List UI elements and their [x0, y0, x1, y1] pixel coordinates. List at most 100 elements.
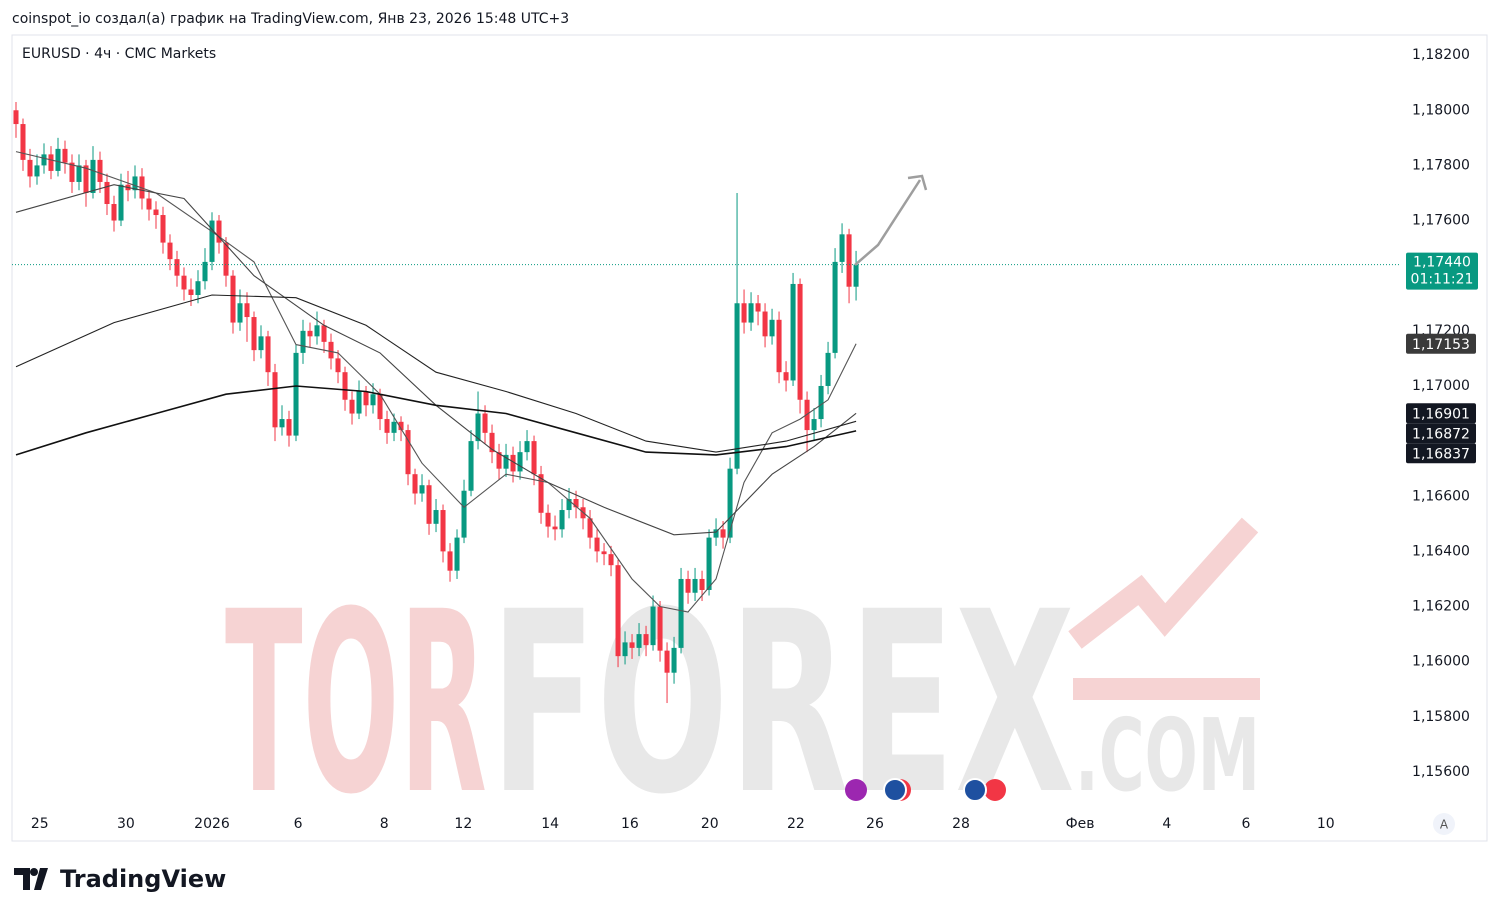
candle-body: [167, 242, 173, 260]
candle-body: [524, 441, 530, 453]
candle-body: [496, 452, 502, 469]
x-tick-label: 10: [1317, 816, 1335, 832]
candle-body: [706, 537, 712, 590]
candle-body: [209, 220, 215, 262]
candle-body: [405, 430, 411, 475]
candle-body: [314, 325, 320, 337]
x-tick-label: 4: [1162, 816, 1171, 832]
candle-body: [447, 551, 453, 571]
logo-dot: [30, 868, 38, 876]
candle-body: [342, 372, 348, 400]
candle-body: [454, 537, 460, 571]
candle-body: [461, 490, 467, 538]
symbol-title: EURUSD · 4ч · CMC Markets: [22, 46, 216, 62]
candle-body: [251, 317, 257, 351]
candle-body: [608, 554, 614, 566]
x-tick-label: 6: [1242, 816, 1251, 832]
candle-body: [769, 319, 775, 337]
candle-body: [279, 419, 285, 428]
candle-body: [853, 264, 859, 287]
x-tick-label: Фев: [1066, 816, 1095, 832]
moving-average: [15, 294, 857, 453]
candle-body: [552, 526, 558, 530]
candle-body: [692, 578, 698, 593]
candle-body: [671, 647, 677, 673]
event-icon[interactable]: [845, 779, 867, 801]
event-icon[interactable]: [883, 778, 907, 802]
y-tick-label: 1,18200: [1412, 47, 1470, 63]
candle-body: [160, 215, 166, 243]
candle-body: [622, 642, 628, 657]
candle-body: [426, 485, 432, 524]
x-tick-label: 8: [380, 816, 389, 832]
scale-button[interactable]: [1433, 813, 1455, 835]
candle-body: [412, 474, 418, 494]
candle-body: [377, 394, 383, 420]
countdown: 01:11:21: [1411, 272, 1474, 288]
candle-body: [545, 512, 551, 527]
candle-body: [293, 352, 299, 436]
watermark-bar: [1073, 678, 1260, 700]
y-tick-label: 1,17800: [1412, 157, 1470, 173]
candle-body: [734, 303, 740, 469]
candle-body: [748, 303, 754, 323]
watermark-com: .COM: [1075, 697, 1260, 814]
candle-body: [356, 391, 362, 414]
candle-body: [727, 468, 733, 538]
candle-body: [104, 181, 110, 205]
candle-body: [741, 303, 747, 323]
candle-body: [202, 261, 208, 282]
candle-body: [384, 419, 390, 433]
scale-button-label[interactable]: A: [1440, 818, 1449, 832]
y-tick-label: 1,18000: [1412, 102, 1470, 118]
candle-body: [286, 419, 292, 436]
candle-body: [83, 165, 89, 193]
candle-body: [272, 372, 278, 428]
candle-body: [118, 184, 124, 221]
tradingview-logo: TradingView: [14, 865, 226, 893]
x-tick-label: 25: [31, 816, 49, 832]
y-tick-label: 1,17600: [1412, 213, 1470, 229]
x-tick-label: 28: [952, 816, 970, 832]
watermark: TOR FOREX .COM: [225, 517, 1260, 849]
candle-body: [643, 634, 649, 646]
candle-body: [41, 154, 47, 166]
candle-body: [13, 110, 19, 125]
candle-body: [328, 341, 334, 359]
candle-body: [419, 485, 425, 494]
y-tick-label: 1,16400: [1412, 543, 1470, 559]
candle-body: [657, 606, 663, 651]
candle-body: [685, 578, 691, 593]
candle-body: [468, 441, 474, 491]
candle-body: [839, 234, 845, 262]
candle-body: [69, 162, 75, 182]
candle-body: [223, 242, 229, 276]
candle-body: [615, 565, 621, 657]
candle-body: [720, 529, 726, 538]
ma-label-box: [1406, 333, 1476, 354]
candle-body: [594, 537, 600, 552]
candle-body: [573, 499, 579, 508]
x-tick-label: 2026: [194, 816, 230, 832]
candle-body: [517, 452, 523, 472]
candle-body: [566, 499, 572, 511]
ma-label-box: [1406, 423, 1476, 444]
x-tick-label: 12: [454, 816, 472, 832]
candle-body: [258, 336, 264, 351]
event-icon[interactable]: [963, 778, 987, 802]
candle-body: [762, 311, 768, 337]
candle-body: [713, 529, 719, 538]
plot: [12, 101, 1400, 704]
ma-label: 1,16837: [1412, 446, 1470, 462]
candle-body: [440, 510, 446, 552]
candle-body: [818, 385, 824, 420]
candle-body: [811, 419, 817, 431]
event-icon[interactable]: [984, 779, 1006, 801]
candle-body: [433, 510, 439, 524]
candle-body: [132, 176, 138, 191]
candle-body: [776, 319, 782, 373]
candle-body: [300, 330, 306, 353]
event-icons[interactable]: [845, 778, 1006, 802]
candle-body: [790, 283, 796, 381]
candle-body: [783, 372, 789, 381]
